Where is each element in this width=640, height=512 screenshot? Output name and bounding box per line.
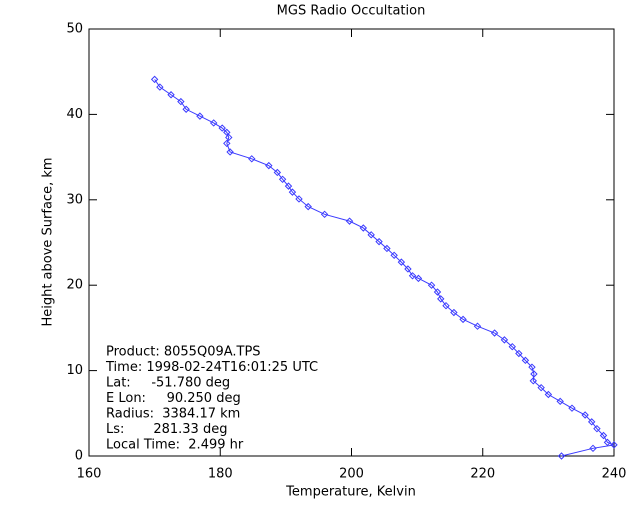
data-point — [383, 244, 391, 253]
data-point — [442, 301, 450, 310]
data-point — [593, 424, 601, 433]
data-point — [530, 370, 538, 378]
chart-title: MGS Radio Occultation — [277, 4, 426, 19]
data-point — [196, 112, 204, 120]
data-point — [500, 336, 509, 344]
annotation: Lat: -51.780 deg — [106, 376, 230, 391]
data-point — [603, 438, 612, 447]
data-point — [320, 210, 329, 219]
data-point — [437, 295, 445, 303]
data-point — [515, 349, 523, 358]
data-point — [589, 444, 597, 453]
annotation: Radius: 3384.17 km — [106, 407, 240, 422]
x-tick-label: 240 — [602, 467, 627, 482]
data-point — [568, 404, 576, 412]
data-point — [433, 288, 442, 296]
y-tick-label: 10 — [66, 363, 83, 378]
annotation: Local Time: 2.499 hr — [106, 438, 244, 453]
data-point — [508, 342, 516, 351]
data-point — [557, 452, 566, 460]
data-line — [154, 79, 616, 457]
data-point — [459, 315, 467, 324]
data-point — [150, 75, 159, 84]
data-point — [209, 119, 218, 127]
data-point — [156, 83, 164, 91]
data-point — [223, 128, 231, 137]
data-point — [284, 182, 293, 190]
data-point — [610, 441, 618, 449]
data-point — [390, 251, 398, 260]
annotation: Product: 8055Q09A.TPS — [106, 345, 261, 360]
y-axis-label: Height above Surface, km — [41, 157, 56, 326]
x-tick-label: 220 — [470, 467, 495, 482]
annotation: Time: 1998-02-24T16:01:25 UTC — [105, 360, 318, 375]
data-point — [278, 175, 287, 184]
data-point — [404, 265, 412, 273]
data-point — [544, 390, 553, 399]
data-point — [587, 418, 596, 426]
data-point — [265, 161, 273, 170]
y-tick-label: 40 — [66, 107, 83, 122]
data-point — [599, 431, 608, 440]
data-point — [295, 195, 303, 203]
data-point — [521, 356, 530, 365]
data-point — [177, 97, 185, 106]
data-point — [218, 124, 226, 132]
data-point — [345, 217, 354, 225]
data-point — [528, 363, 536, 371]
data-point — [473, 322, 482, 330]
data-point — [529, 377, 537, 385]
data-point — [414, 274, 423, 283]
data-point — [182, 105, 190, 113]
data-point — [359, 224, 368, 232]
data-point — [490, 329, 499, 337]
data-point — [537, 383, 545, 392]
x-tick-label: 180 — [208, 467, 233, 482]
annotation: Ls: 281.33 deg — [106, 422, 227, 437]
data-point — [248, 155, 256, 163]
data-point — [427, 281, 436, 289]
data-point — [556, 397, 564, 406]
data-point — [223, 139, 231, 148]
data-point — [226, 148, 234, 156]
data-point — [450, 308, 458, 317]
data-point — [375, 237, 383, 246]
annotation: E Lon: 90.250 deg — [106, 391, 241, 406]
x-tick-label: 200 — [339, 467, 364, 482]
data-point — [225, 133, 233, 142]
y-tick-label: 0 — [75, 449, 83, 464]
x-tick-label: 160 — [77, 467, 102, 482]
data-point — [581, 411, 589, 419]
data-point — [288, 188, 297, 196]
data-point — [304, 202, 312, 211]
data-point — [273, 168, 282, 177]
y-tick-label: 50 — [66, 22, 83, 37]
data-point — [408, 272, 417, 280]
data-point — [397, 258, 406, 266]
data-point — [367, 231, 375, 239]
y-tick-label: 20 — [66, 278, 83, 293]
y-tick-label: 30 — [66, 192, 83, 207]
x-axis-label: Temperature, Kelvin — [285, 485, 416, 500]
data-point — [167, 91, 175, 99]
